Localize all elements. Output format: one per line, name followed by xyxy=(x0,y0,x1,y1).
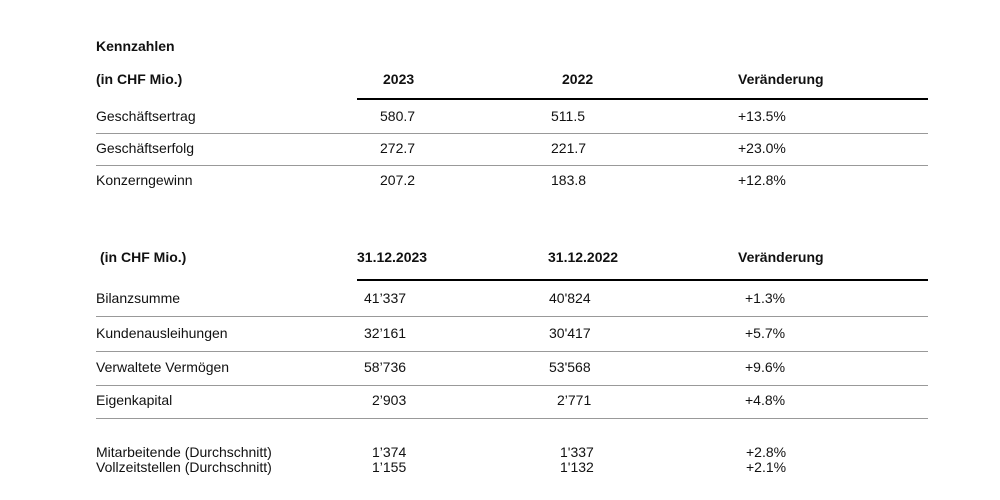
column-header: 31.12.2022 xyxy=(548,249,619,265)
row-rule xyxy=(96,165,928,166)
row-label: Geschäftsertrag xyxy=(96,108,196,124)
cell: +9.6% xyxy=(745,359,786,375)
row-label: Bilanzsumme xyxy=(96,290,181,306)
cell: 32’161 xyxy=(364,325,407,341)
row-rule xyxy=(96,133,928,134)
row-rule xyxy=(96,316,928,317)
row-label: Mitarbeitende (Durchschnitt) xyxy=(96,444,272,460)
cell: 53'568 xyxy=(549,359,591,375)
cell: 221.7 xyxy=(551,140,587,156)
column-header: Veränderung xyxy=(738,71,824,87)
cell: 1’374 xyxy=(372,444,407,460)
cell: +2.1% xyxy=(746,459,787,475)
column-header: 2023 xyxy=(383,71,415,87)
cell: 580.7 xyxy=(380,108,416,124)
cell: 2’903 xyxy=(372,392,407,408)
cell: 511.5 xyxy=(551,108,585,124)
title: Kennzahlen xyxy=(96,38,175,54)
cell: +12.8% xyxy=(738,172,786,188)
row-label: Kundenausleihungen xyxy=(96,325,228,341)
cell: 272.7 xyxy=(380,140,416,156)
cell: +2.8% xyxy=(746,444,787,460)
cell: 2’771 xyxy=(557,392,592,408)
row-label: Verwaltete Vermögen xyxy=(96,359,230,375)
row-label: Eigenkapital xyxy=(96,392,173,408)
cell: 41’337 xyxy=(364,290,407,306)
row-rule xyxy=(96,351,928,352)
cell: +23.0% xyxy=(738,140,786,156)
header-rule xyxy=(357,279,928,281)
row-rule xyxy=(96,418,928,419)
cell: +5.7% xyxy=(745,325,786,341)
row-rule xyxy=(96,385,928,386)
row-label: Geschäftserfolg xyxy=(96,140,195,156)
cell: 30'417 xyxy=(549,325,591,341)
column-header: 2022 xyxy=(562,71,594,87)
row-label: Konzerngewinn xyxy=(96,172,193,188)
cell: 1'132 xyxy=(560,459,594,475)
cell: 58’736 xyxy=(364,359,407,375)
cell: +13.5% xyxy=(738,108,786,124)
column-header: (in CHF Mio.) xyxy=(96,71,183,87)
cell: +4.8% xyxy=(745,392,786,408)
column-header: (in CHF Mio.) xyxy=(100,249,187,265)
cell: 207.2 xyxy=(380,172,416,188)
cell: +1.3% xyxy=(745,290,786,306)
cell: 1'337 xyxy=(560,444,594,460)
column-header: 31.12.2023 xyxy=(357,249,428,265)
cell: 1’155 xyxy=(372,459,407,475)
row-label: Vollzeitstellen (Durchschnitt) xyxy=(96,459,272,475)
column-header: Veränderung xyxy=(738,249,824,265)
cell: 183.8 xyxy=(551,172,587,188)
header-rule xyxy=(357,98,928,100)
cell: 40'824 xyxy=(549,290,591,306)
